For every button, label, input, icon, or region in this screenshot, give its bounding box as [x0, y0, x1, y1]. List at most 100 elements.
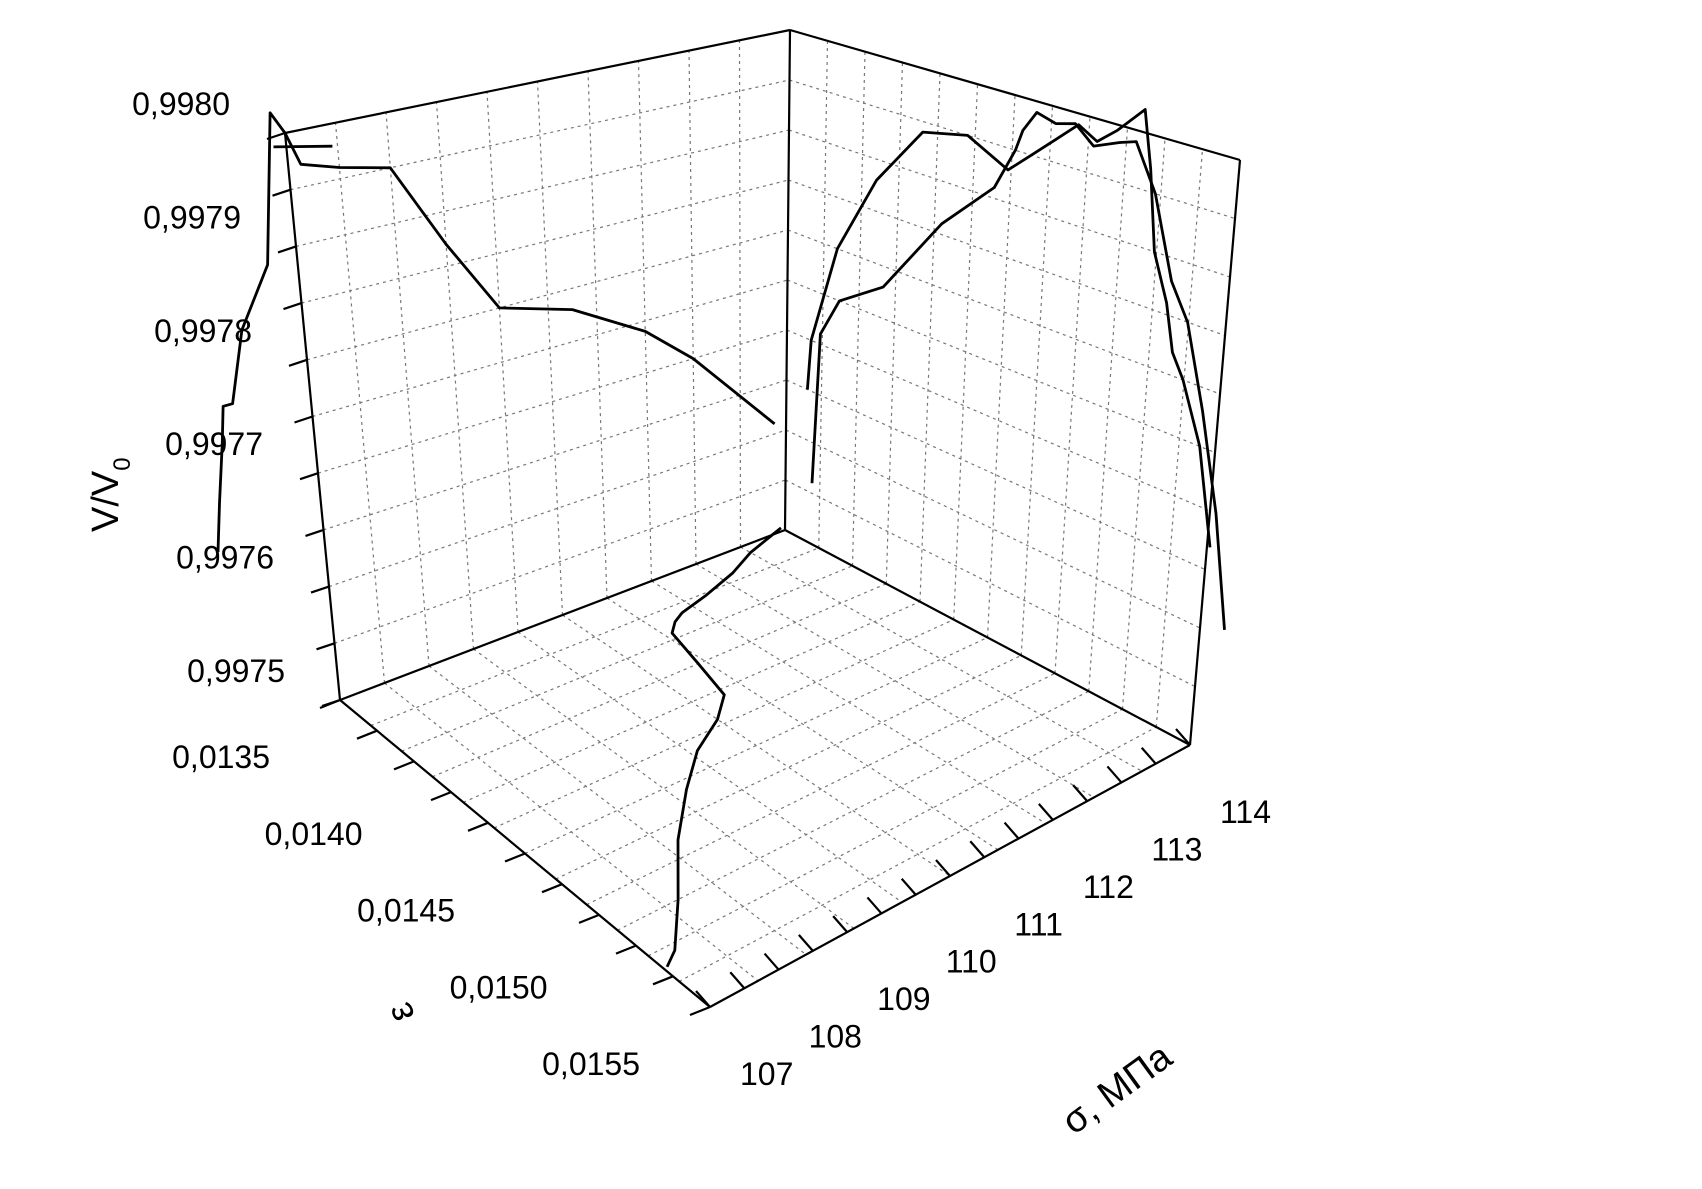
right-wall-edge	[1188, 159, 1242, 746]
sigma-axis-title: σ, МПа	[1054, 1035, 1180, 1143]
left-wall-gridline-v	[738, 40, 742, 548]
left-wall-gridline-h	[306, 229, 789, 361]
epsilon-tick	[467, 821, 489, 832]
left-wall-gridline-h	[312, 279, 788, 418]
floor-gridline-b	[517, 631, 903, 903]
series-line-5	[665, 526, 782, 968]
floor-gridline-a	[648, 708, 1123, 957]
axes-frame	[283, 28, 1242, 1008]
z-tick-label: 0,9978	[154, 313, 252, 349]
epsilon-tick	[652, 975, 674, 986]
top-back-edge-left	[284, 28, 791, 135]
floor-gridline-b	[740, 546, 1143, 772]
sigma-tick	[729, 971, 746, 990]
back-corner-edge	[783, 29, 792, 531]
sigma-tick-label: 111	[1014, 906, 1063, 942]
sigma-tick	[1003, 821, 1020, 840]
right-wall-gridline-v	[1054, 116, 1091, 674]
sigma-tick-label: 109	[877, 981, 930, 1017]
epsilon-tick	[689, 1005, 711, 1017]
sigma-tick-label: 114	[1220, 794, 1271, 830]
top-back-edge-right	[789, 28, 1241, 162]
sigma-tick-label: 108	[809, 1019, 862, 1055]
floor-gridline-a	[586, 672, 1056, 906]
sigma-tick	[1072, 784, 1088, 802]
left-wall-gridline-h	[334, 479, 786, 644]
floor-gridline-a	[370, 547, 819, 727]
floor-gridline-a	[432, 583, 887, 778]
right-wall-gridline-h	[788, 129, 1231, 278]
left-wall-gridline-h	[323, 379, 787, 531]
floor-gridline-b	[384, 682, 759, 982]
right-wall-gridline-v	[851, 51, 866, 566]
sigma-tick	[763, 952, 780, 971]
left-wall-gridline-h	[290, 79, 790, 191]
sigma-tick	[866, 896, 883, 915]
floor-gridline-a	[555, 654, 1022, 880]
right-wall-gridline-h	[788, 179, 1226, 337]
series-line-2	[806, 108, 1212, 548]
floor-gridline-b	[473, 648, 855, 929]
epsilon-tick	[578, 913, 600, 924]
epsilon-tick-label: 0,0135	[172, 739, 270, 775]
epsilon-tick	[319, 698, 341, 710]
z-tick-label: 0,9976	[176, 540, 274, 576]
z-axis-title-sub: 0	[109, 457, 136, 470]
sigma-tick	[900, 877, 917, 896]
z-tick-label: 0,9975	[187, 653, 285, 689]
epsilon-tick-label: 0,0150	[450, 969, 548, 1005]
z-tick-label: 0,9979	[143, 199, 241, 235]
z-tick	[283, 302, 302, 311]
floor-gridline-a	[524, 636, 988, 855]
sigma-tick	[1140, 746, 1157, 765]
z-tick	[294, 415, 313, 424]
floor-back-edge-right	[784, 529, 1191, 746]
z-tick	[272, 188, 291, 197]
left-wall-gridline-v	[385, 112, 430, 667]
epsilon-axis-title: ε	[378, 997, 423, 1028]
right-wall-gridline-h	[785, 429, 1201, 629]
z-tick	[288, 358, 308, 367]
right-wall-gridline-h	[787, 229, 1221, 395]
series-line-4	[273, 144, 333, 149]
epsilon-tick	[615, 944, 637, 955]
floor-gridline-b	[606, 597, 999, 851]
epsilon-tick	[430, 791, 452, 802]
left-wall-gridline-v	[688, 50, 697, 565]
epsilon-tick	[504, 852, 526, 863]
sigma-tick-label: 107	[740, 1056, 793, 1092]
z-tick-label: 0,9980	[132, 86, 230, 122]
right-wall-gridline-h	[787, 279, 1216, 454]
z-tick-label: 0,9977	[165, 426, 263, 462]
left-wall-gridline-h	[295, 129, 790, 247]
series-line-1	[810, 111, 1226, 631]
epsilon-tick-label: 0,0145	[357, 893, 455, 929]
sigma-tick	[832, 915, 848, 933]
right-wall-gridline-h	[785, 479, 1196, 688]
grid-layer	[284, 29, 1241, 1008]
sigma-tick	[935, 859, 951, 877]
z-axis-title-main: V/V	[85, 470, 127, 532]
left-wall-gridline-v	[486, 91, 519, 633]
floor-gridline-b	[428, 665, 807, 956]
epsilon-tick	[541, 883, 563, 894]
sigma-tick	[1106, 765, 1123, 784]
epsilon-tick-label: 0,0155	[542, 1046, 640, 1082]
epsilon-tick	[393, 760, 415, 771]
z-axis-title: V/V0	[85, 457, 136, 532]
right-wall-gridline-v	[885, 62, 904, 584]
left-wall-gridline-h	[317, 329, 788, 474]
tick-marks	[266, 131, 1191, 1017]
epsilon-tick	[356, 729, 378, 740]
floor-gridline-a	[678, 726, 1157, 982]
sigma-tick	[1175, 728, 1191, 746]
sigma-tick-label: 112	[1083, 869, 1134, 905]
z-tick	[305, 528, 324, 537]
floor-gridline-a	[401, 565, 853, 752]
z-tick	[316, 642, 335, 651]
series-line-3	[216, 111, 776, 553]
sigma-tick	[1038, 803, 1054, 821]
sigma-tick-label: 113	[1151, 831, 1202, 867]
